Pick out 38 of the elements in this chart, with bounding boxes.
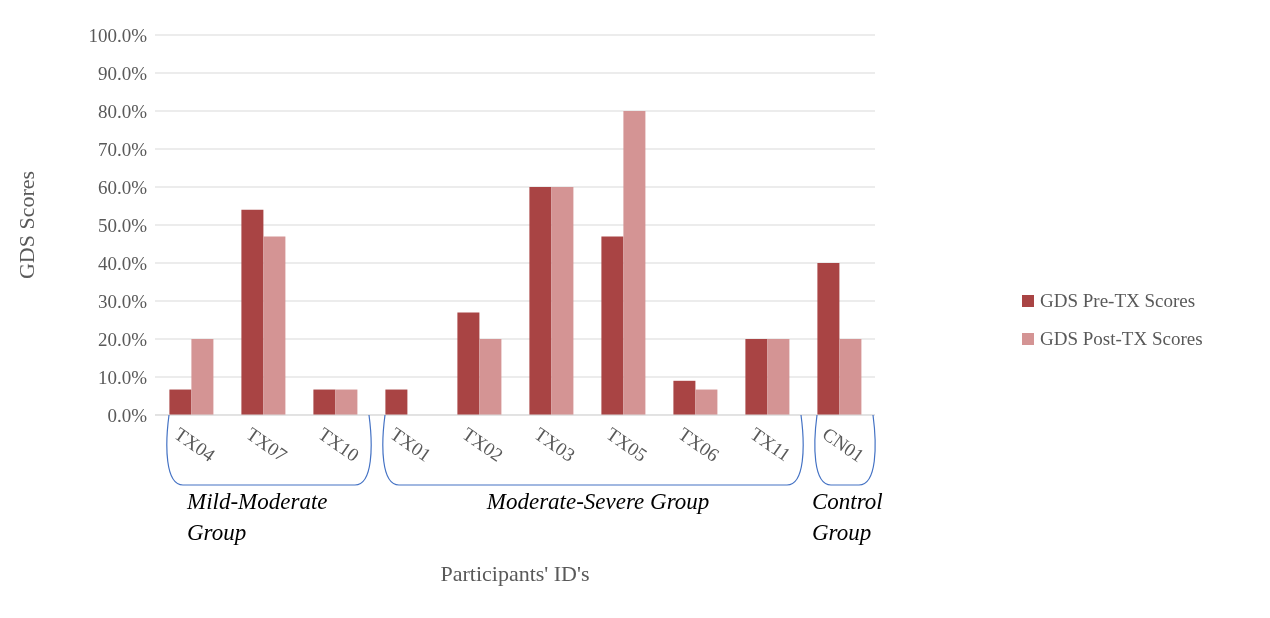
bar — [601, 236, 624, 415]
y-tick-label: 100.0% — [88, 24, 148, 46]
bar — [385, 389, 408, 415]
bar — [241, 209, 264, 415]
y-tick-label: 20.0% — [97, 328, 148, 350]
bar — [169, 389, 192, 415]
legend-label: GDS Pre-TX Scores — [1040, 289, 1196, 313]
y-tick-label: 80.0% — [97, 100, 148, 122]
y-tick-label: 90.0% — [97, 62, 148, 84]
bar — [817, 263, 840, 415]
bar — [335, 389, 358, 415]
y-tick-label: 40.0% — [97, 252, 148, 274]
bar — [191, 339, 214, 415]
text: Moderate-Severe Group — [485, 488, 711, 516]
bar — [263, 236, 286, 415]
x-tick-label: TX07 — [242, 423, 292, 466]
y-tick-label: 60.0% — [97, 176, 148, 198]
y-tick-label: 30.0% — [97, 290, 148, 312]
bar — [673, 380, 696, 415]
bar — [623, 111, 646, 415]
y-tick-label: 70.0% — [97, 138, 148, 160]
bar — [839, 339, 862, 415]
y-axis-title: GDS Scores — [13, 170, 39, 280]
bar — [479, 339, 502, 415]
legend-label: GDS Post-TX Scores — [1040, 327, 1203, 351]
bar — [529, 187, 552, 415]
bar — [695, 389, 718, 415]
y-tick-label: 50.0% — [97, 214, 148, 236]
x-axis-title: Participants' ID's — [439, 561, 591, 587]
y-tick-label: 0.0% — [107, 404, 148, 426]
y-tick-label: 10.0% — [97, 366, 148, 388]
bar — [551, 187, 574, 415]
bar — [745, 339, 768, 415]
bar — [767, 339, 790, 415]
bar — [313, 389, 336, 415]
text: Control Group — [812, 488, 884, 547]
bar — [457, 312, 480, 415]
text: Mild-Moderate Group — [187, 488, 329, 547]
